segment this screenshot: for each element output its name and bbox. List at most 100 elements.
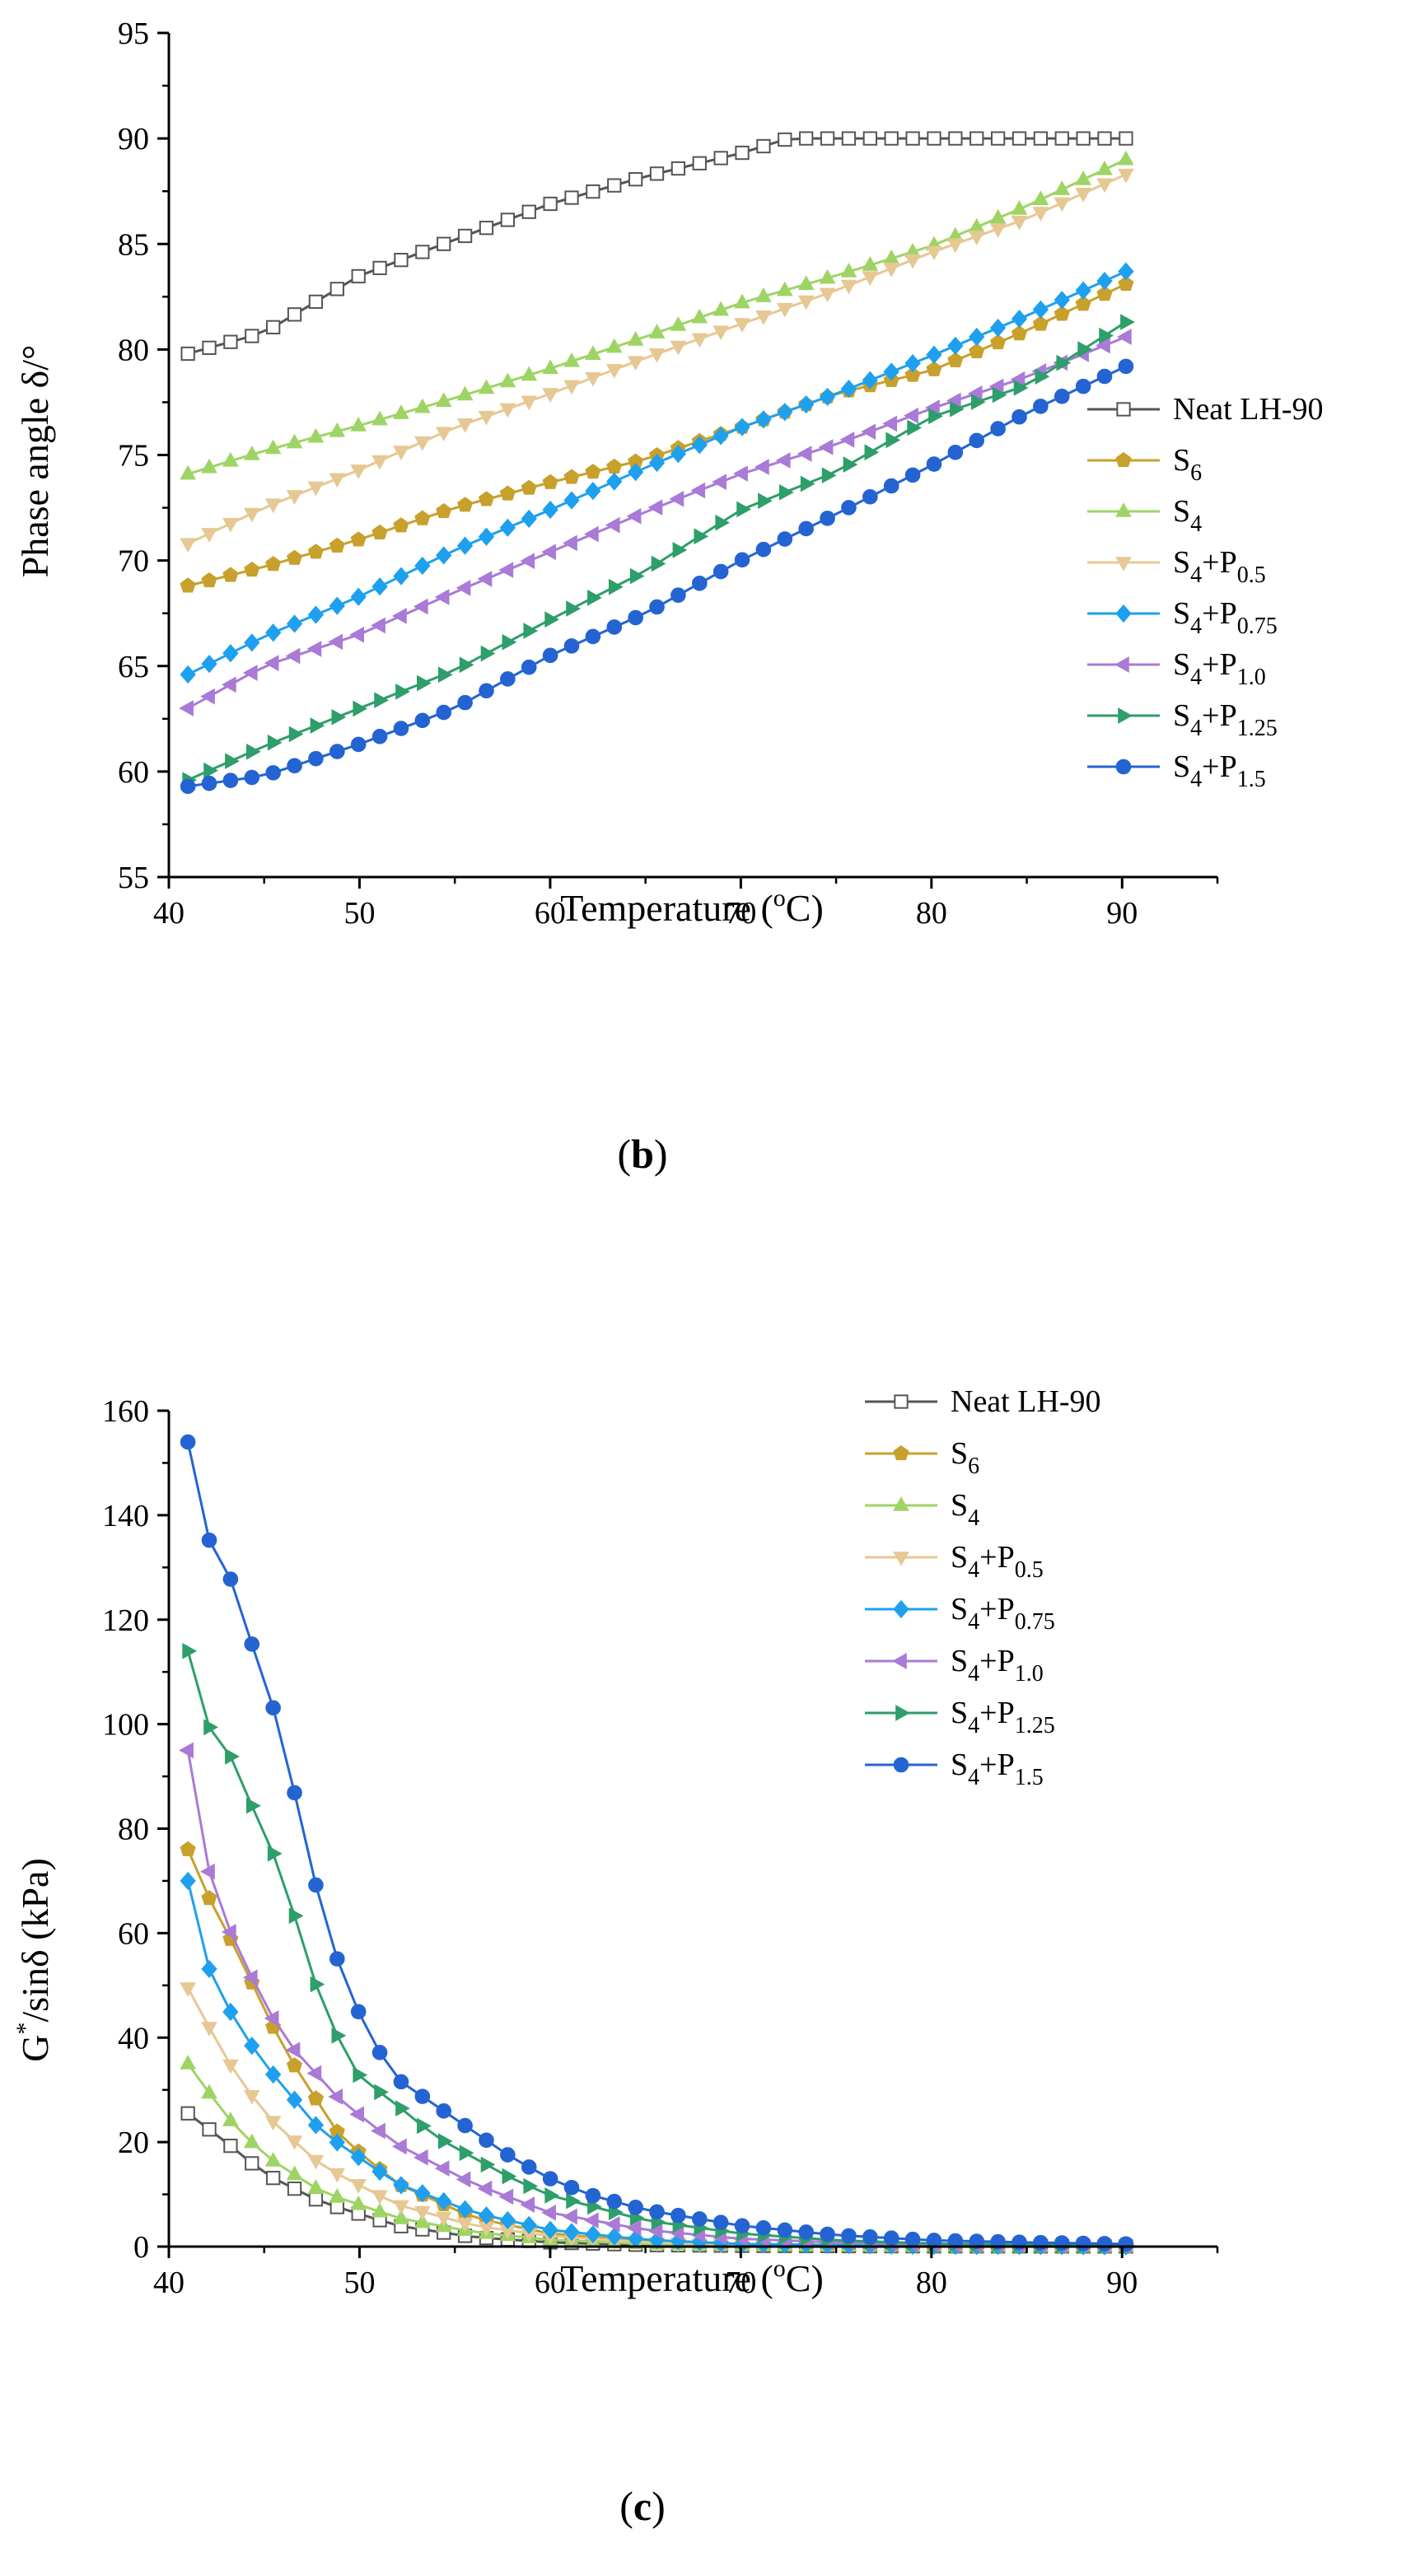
data-point	[1119, 131, 1133, 146]
data-point	[437, 2133, 453, 2149]
x-axis-title: Temperature (oC)	[560, 2255, 824, 2299]
data-point	[222, 451, 239, 467]
data-point	[180, 2055, 196, 2070]
data-point	[307, 2116, 325, 2135]
data-point	[755, 2220, 772, 2236]
data-point	[329, 1951, 345, 1967]
data-point	[308, 294, 324, 310]
data-point	[201, 1889, 217, 1906]
data-point	[926, 2233, 942, 2248]
phase-angle-chart: 40 50 60 70 80 90 55 60 65 70 75 80 85 90 95 Phase ang…	[14, 16, 1324, 1177]
data-point	[264, 2152, 282, 2167]
data-point	[564, 190, 579, 205]
data-point	[883, 362, 899, 381]
data-point	[245, 2156, 259, 2171]
data-point	[862, 2229, 878, 2245]
data-point	[393, 517, 409, 533]
data-point	[413, 2205, 431, 2221]
data-point	[606, 2227, 623, 2246]
data-point	[350, 2148, 367, 2167]
data-point	[457, 2117, 473, 2134]
data-point	[265, 2065, 282, 2084]
data-point	[478, 410, 495, 426]
data-point	[606, 458, 623, 474]
data-point	[585, 464, 601, 479]
data-point	[670, 340, 687, 356]
legend-marker	[893, 1444, 909, 1461]
data-point	[478, 379, 495, 394]
data-point	[777, 403, 793, 422]
data-point	[841, 500, 857, 516]
data-point	[201, 1959, 217, 1979]
legend-marker	[893, 1757, 909, 1773]
data-point	[498, 2188, 514, 2205]
data-point	[286, 549, 303, 565]
x-tick-label: 80	[916, 2266, 947, 2300]
legend-item-S4P10: S4+P1.0	[865, 1644, 1044, 1687]
data-point	[201, 2022, 217, 2037]
data-point	[583, 525, 599, 543]
x-tick-label: 90	[1106, 896, 1138, 931]
data-point	[520, 553, 535, 570]
data-point	[1096, 178, 1113, 194]
legend-item-S4P075: S4+P0.75	[865, 1592, 1055, 1635]
data-point	[350, 531, 367, 547]
data-point	[329, 282, 344, 296]
data-point	[479, 2132, 494, 2149]
data-point	[500, 212, 516, 227]
x-tick-label: 80	[916, 896, 947, 931]
data-point	[308, 750, 324, 767]
data-point	[947, 238, 964, 254]
data-point	[371, 2162, 388, 2182]
data-point	[1075, 188, 1091, 203]
data-point	[605, 2215, 620, 2233]
data-point	[434, 589, 450, 605]
data-point	[989, 223, 1007, 238]
data-point	[563, 380, 580, 395]
data-point	[950, 400, 965, 418]
data-point	[286, 614, 303, 633]
data-point	[755, 541, 772, 558]
legend-item-S4: S4	[865, 1488, 979, 1531]
series-line	[187, 158, 1127, 475]
legend-label: S4+P1.25	[951, 1696, 1055, 1738]
data-point	[585, 371, 601, 387]
x-tick-label: 40	[153, 2266, 185, 2300]
legend-item-S4P15: S4+P1.5	[865, 1748, 1044, 1790]
data-point	[647, 499, 663, 516]
legend-item-S6: S6	[865, 1436, 979, 1479]
y-tick-label: 20	[118, 2126, 149, 2160]
data-point	[242, 665, 258, 681]
data-point	[371, 455, 388, 470]
data-point	[521, 204, 536, 219]
data-point	[415, 245, 430, 259]
data-point	[478, 491, 495, 506]
data-point	[968, 231, 985, 245]
data-point	[884, 131, 899, 146]
data-point	[928, 408, 943, 425]
data-point	[434, 2160, 450, 2177]
data-point	[820, 2226, 835, 2242]
data-point	[628, 609, 643, 626]
series-neat	[180, 131, 1133, 362]
data-point	[244, 561, 260, 577]
data-point	[521, 395, 538, 411]
data-point	[778, 132, 792, 147]
data-point	[307, 481, 325, 497]
data-point	[521, 2215, 537, 2235]
data-point	[200, 1863, 215, 1880]
data-point	[563, 469, 580, 484]
data-point	[1096, 272, 1113, 291]
legend-marker	[1114, 656, 1129, 673]
data-point	[818, 439, 834, 455]
data-point	[413, 598, 428, 615]
data-point	[544, 611, 560, 628]
data-point	[202, 340, 217, 355]
data-point	[1075, 2235, 1091, 2252]
data-point	[414, 2184, 431, 2203]
data-point	[500, 2147, 516, 2163]
data-point	[542, 2220, 558, 2239]
data-point	[1099, 327, 1114, 344]
data-point	[629, 567, 645, 585]
y-tick-label: 70	[118, 544, 149, 579]
